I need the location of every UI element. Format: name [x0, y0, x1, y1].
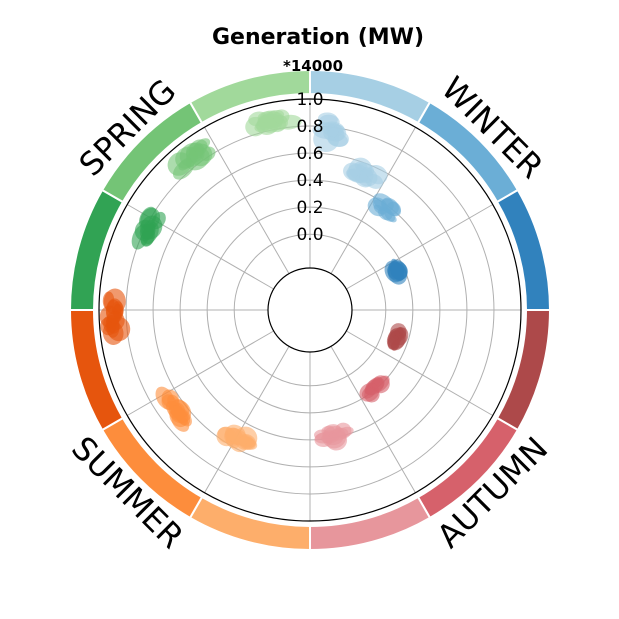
data-point [371, 378, 384, 391]
season-ring-segment [188, 495, 311, 552]
grid-spoke [330, 346, 416, 493]
data-point [322, 425, 347, 449]
inner-axis-circle [267, 267, 353, 353]
data-point [106, 311, 125, 331]
radial-tick-label: 0.6 [296, 144, 323, 164]
data-points [99, 109, 409, 453]
radial-tick-label: 0.4 [296, 171, 323, 191]
season-ring-segment [495, 188, 552, 311]
data-point [384, 260, 404, 283]
grid-spoke [127, 330, 274, 416]
data-point [323, 125, 339, 141]
data-point [372, 199, 387, 212]
season-ring-segment [495, 309, 552, 432]
radial-tick-label: 0.2 [296, 198, 323, 218]
data-point [139, 224, 154, 240]
outer-axis-circle [98, 98, 522, 522]
grid-spoke [346, 330, 493, 416]
radial-tick-label: 0.0 [296, 225, 323, 245]
data-point [167, 152, 192, 176]
chart-title: Generation (MW) [212, 25, 424, 50]
data-point [380, 208, 396, 222]
grid-spoke [204, 346, 290, 493]
data-point [319, 114, 340, 129]
data-point [189, 143, 213, 167]
data-point [273, 109, 290, 124]
season-ring-segment [309, 495, 432, 552]
data-point [389, 329, 400, 341]
data-point [361, 386, 376, 399]
data-point [354, 161, 368, 172]
grid-spoke [346, 204, 493, 290]
radial-tick-labels: 0.0 0.2 0.4 0.6 0.8 1.0 [296, 90, 323, 245]
data-point [224, 427, 243, 446]
data-point [359, 168, 374, 184]
data-point [171, 413, 190, 432]
season-ring-segment [188, 68, 311, 125]
data-point [172, 398, 190, 417]
radial-tick-label: 0.8 [296, 117, 323, 137]
scale-note: *14000 [283, 57, 343, 75]
polar-grid [98, 98, 522, 522]
radial-tick-label: 1.0 [296, 90, 323, 110]
grid-spoke [204, 127, 290, 274]
